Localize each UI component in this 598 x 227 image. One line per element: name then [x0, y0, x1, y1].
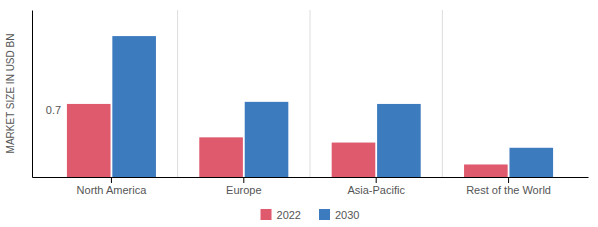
bar	[509, 148, 553, 177]
x-tick-mark	[111, 177, 112, 183]
legend-label: 2022	[277, 209, 301, 221]
y-axis-line	[32, 11, 33, 178]
plot: North America Europe Asia-Pacific Rest of t…	[33, 10, 589, 196]
x-tick-mark	[376, 177, 377, 183]
legend-swatch	[261, 209, 272, 220]
x-tick: North America	[77, 177, 148, 196]
x-tick-mark	[508, 177, 509, 183]
legend: 2022 2030	[261, 209, 360, 221]
group-divider	[442, 10, 443, 177]
chart: North America Europe Asia-Pacific Rest of t…	[0, 0, 598, 227]
x-tick: Europe	[226, 177, 261, 196]
x-tick: Rest of the World	[466, 177, 551, 196]
legend-item: 2030	[319, 209, 359, 221]
dividers	[178, 10, 443, 177]
x-axis: North America Europe Asia-Pacific Rest of t…	[33, 177, 589, 196]
y-axis-title: MARKET SIZE IN USD BN	[5, 34, 16, 154]
bar	[332, 143, 376, 177]
bars	[67, 36, 553, 177]
bar	[112, 36, 156, 177]
legend-swatch	[319, 209, 330, 220]
bar	[377, 104, 421, 177]
bar	[67, 104, 111, 177]
x-tick-label: Rest of the World	[466, 184, 551, 196]
legend-item: 2022	[261, 209, 301, 221]
bar	[464, 164, 508, 177]
group-divider	[310, 10, 311, 177]
bar	[199, 137, 243, 177]
legend-label: 2030	[335, 209, 359, 221]
x-tick-label: North America	[77, 184, 148, 196]
x-tick-label: Asia-Pacific	[347, 184, 405, 196]
y-axis	[32, 11, 33, 178]
x-tick-mark	[243, 177, 244, 183]
group-divider	[177, 10, 178, 177]
x-tick: Asia-Pacific	[347, 177, 405, 196]
x-axis-line	[33, 177, 589, 178]
x-tick-label: Europe	[226, 184, 261, 196]
series	[112, 36, 553, 177]
annotation: 0.7	[46, 104, 61, 116]
bar	[245, 102, 289, 177]
